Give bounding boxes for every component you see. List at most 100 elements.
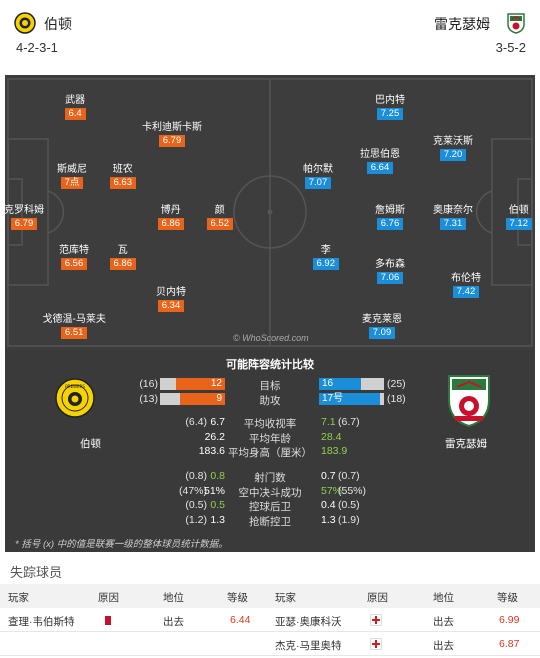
away-player[interactable]: 奥康奈尔 7.31: [433, 201, 473, 230]
away-value: 7.1: [321, 416, 336, 428]
home-value: 183.6: [198, 445, 225, 457]
status: 出去: [433, 616, 454, 628]
burton-badge-icon: BREWERS: [55, 378, 95, 418]
player-rating: 7.25: [376, 108, 404, 120]
away-league-total: (55%): [338, 484, 367, 497]
home-player[interactable]: 武器 6.4: [64, 91, 86, 120]
away-player[interactable]: 布伦特 7.42: [451, 269, 481, 298]
away-player[interactable]: 詹姆斯 6.76: [375, 201, 405, 230]
stat-label: 控球后卫: [249, 501, 291, 513]
player-rating: 6.63: [109, 177, 136, 189]
away-player[interactable]: 麦克莱恩 7.09: [362, 310, 402, 339]
away-player[interactable]: 帕尔默 7.07: [303, 160, 333, 189]
wrexham-badge-icon[interactable]: [505, 12, 527, 34]
away-value: 28.4: [321, 430, 342, 443]
player-name: 颜: [214, 205, 225, 216]
player-rating: 7.12: [505, 218, 532, 230]
missing-players-title: 失踪球员: [10, 565, 63, 580]
home-club-label: 伯顿: [80, 438, 101, 450]
player-rating: 6.52: [206, 218, 233, 230]
away-player[interactable]: 李 6.92: [312, 241, 339, 270]
home-player[interactable]: 克罗科姆 6.79: [5, 201, 44, 230]
away-player[interactable]: 多布森 7.06: [375, 255, 405, 284]
player-name: 奥康奈尔: [433, 205, 473, 216]
pitch-markings: [7, 78, 533, 347]
player-rating: 6.34: [157, 300, 185, 312]
away-player[interactable]: 伯顿 7.12: [505, 201, 532, 230]
stat-label: 射门数: [254, 472, 286, 484]
home-value: 9: [216, 393, 222, 404]
injury-icon: [370, 638, 382, 650]
home-value: 0.5: [210, 499, 225, 511]
home-player[interactable]: 贝内特 6.34: [156, 283, 186, 312]
burton-badge-icon[interactable]: [14, 12, 36, 34]
home-league-total: (6.4): [185, 416, 207, 428]
away-player[interactable]: 拉思伯恩 6.64: [360, 145, 400, 174]
home-value: 12: [210, 378, 222, 389]
away-formation: 3-5-2: [495, 40, 526, 55]
player-name: 范库特: [59, 245, 89, 256]
col-header: 原因: [98, 592, 119, 604]
player-name: 克莱沃斯: [433, 136, 473, 147]
stat-label: 目标: [259, 380, 281, 392]
table-row: 查理·韦伯斯特 出去 6.44 亚瑟·奥康科沃 出去 6.99: [0, 608, 540, 632]
player-name: 巴内特: [375, 95, 405, 106]
away-bar-fill: [319, 393, 381, 405]
away-value: 17号: [322, 393, 344, 404]
col-header: 地位: [433, 592, 454, 604]
home-player[interactable]: 颜 6.52: [206, 201, 233, 230]
away-value: 0.4: [321, 499, 336, 511]
home-value: 1.3: [210, 513, 225, 526]
home-player[interactable]: 斯威尼 7点: [57, 160, 87, 189]
home-league-total: (0.8): [185, 470, 207, 482]
home-player[interactable]: 卡利迪斯卡斯 6.79: [142, 118, 202, 147]
home-bar: 12: [160, 378, 225, 390]
away-league-total: (1.9): [338, 513, 360, 526]
col-header: 等级: [497, 592, 518, 604]
stat-label: 平均年龄: [249, 432, 291, 445]
home-league-total: (47%): [178, 484, 207, 497]
player-name: 卡利迪斯卡斯: [142, 122, 202, 133]
player-name: 多布森: [375, 259, 405, 270]
player-rating: 6.92: [312, 258, 339, 270]
away-team-name[interactable]: 雷克瑟姆: [434, 16, 490, 32]
home-team-name[interactable]: 伯顿: [44, 16, 72, 32]
player-name: 贝内特: [156, 287, 186, 298]
home-player[interactable]: 博丹 6.86: [157, 201, 184, 230]
pitch: 武器 6.4 卡利迪斯卡斯 6.79 斯威尼 7点 班农 6.63 克罗科姆 6…: [5, 75, 535, 350]
home-player[interactable]: 范库特 6.56: [59, 241, 89, 270]
away-missing-player[interactable]: 杰克·马里奥特: [275, 640, 342, 652]
home-value: 0.8: [210, 470, 225, 482]
player-name: 戈德温-马莱夫: [42, 314, 106, 325]
rating: 6.87: [499, 638, 520, 650]
home-missing-player[interactable]: 查理·韦伯斯特: [8, 616, 75, 628]
player-rating: 6.56: [60, 258, 88, 270]
away-player[interactable]: 巴内特 7.25: [375, 91, 405, 120]
player-rating: 7.09: [368, 327, 396, 339]
home-player[interactable]: 戈德温-马莱夫 6.51: [43, 310, 106, 339]
away-league-total: (0.5): [338, 499, 360, 511]
away-missing-player[interactable]: 亚瑟·奥康科沃: [275, 616, 342, 628]
home-value: 26.2: [204, 430, 225, 443]
player-name: 武器: [65, 95, 86, 106]
player-rating: 7.20: [439, 149, 467, 161]
player-rating: 6.4: [64, 108, 86, 120]
stat-label: 平均身高（厘米）: [228, 447, 312, 459]
player-rating: 7.07: [304, 177, 332, 189]
player-name: 拉思伯恩: [360, 149, 400, 160]
away-league-total: (18): [387, 393, 406, 405]
home-bar-fill: [180, 393, 225, 405]
player-name: 帕尔默: [303, 164, 333, 175]
player-name: 瓦: [117, 245, 128, 256]
player-rating: 7.06: [376, 272, 404, 284]
col-header: 原因: [367, 592, 388, 604]
home-league-total: (0.5): [185, 499, 207, 511]
home-player[interactable]: 瓦 6.86: [109, 241, 136, 270]
home-league-total: (16): [139, 378, 158, 390]
home-value: 6.7: [210, 416, 225, 428]
stats-panel: 可能阵容统计比较 BREWERS 伯顿 雷克瑟姆 (16) 12 目标 16 (25) (…: [5, 350, 535, 552]
home-player[interactable]: 班农 6.63: [109, 160, 136, 189]
col-header: 玩家: [8, 592, 29, 604]
away-player[interactable]: 克莱沃斯 7.20: [433, 132, 473, 161]
away-value: 16: [322, 378, 334, 389]
